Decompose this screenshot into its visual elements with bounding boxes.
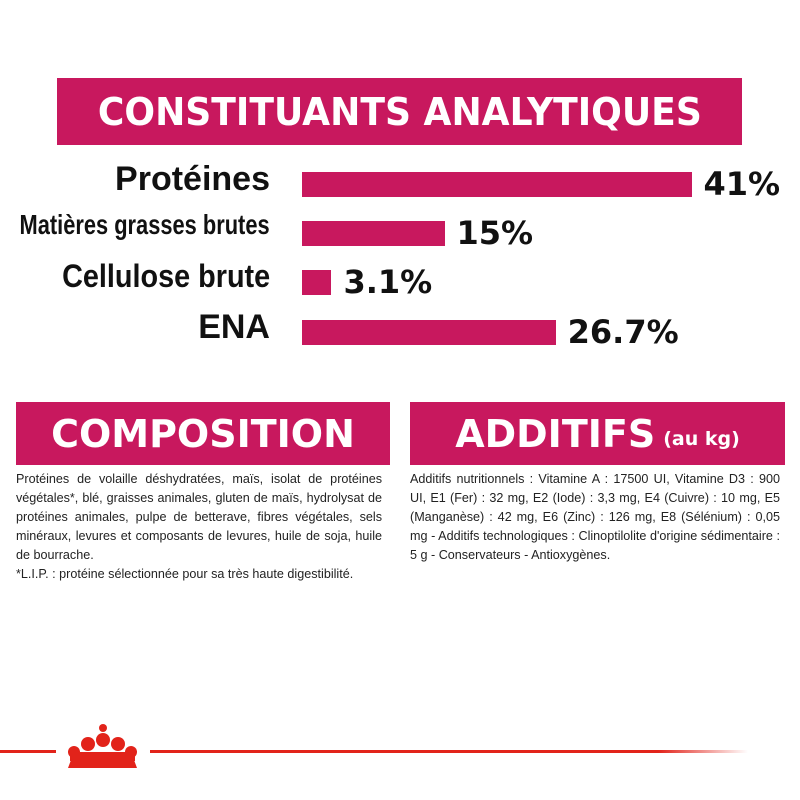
nutrient-value: 3.1% — [343, 263, 433, 301]
nutrient-label: ENA — [198, 308, 270, 346]
additives-title: ADDITIFS — [455, 411, 656, 456]
nutrient-label: Protéines — [115, 160, 270, 198]
composition-paragraph: Protéines de volaille déshydratées, maïs… — [16, 472, 382, 562]
footer-line-right — [150, 750, 748, 753]
nutrient-bar — [302, 320, 556, 345]
composition-note: *L.I.P. : protéine sélectionnée pour sa … — [16, 567, 354, 581]
composition-text: Protéines de volaille déshydratées, maïs… — [16, 470, 382, 584]
analytics-title: CONSTITUANTS ANALYTIQUES — [97, 89, 702, 134]
nutrient-value: 15% — [456, 214, 534, 252]
additives-paragraph: Additifs nutritionnels : Vitamine A : 17… — [410, 472, 780, 562]
nutrient-label: Cellulose brute — [61, 258, 270, 294]
nutrient-bar — [302, 172, 692, 197]
crown-logo — [68, 724, 137, 768]
composition-title: COMPOSITION — [51, 411, 355, 456]
nutrient-label: Matières grasses brutes — [19, 209, 270, 240]
analytics-banner: CONSTITUANTS ANALYTIQUES — [57, 78, 742, 145]
nutrient-value: 26.7% — [567, 313, 679, 351]
nutrient-value: 41% — [703, 165, 781, 203]
footer-line-left — [0, 750, 56, 753]
nutrient-bar — [302, 270, 332, 295]
additives-banner: ADDITIFS (au kg) — [410, 402, 785, 465]
additives-subtitle: (au kg) — [663, 427, 740, 450]
composition-banner: COMPOSITION — [16, 402, 390, 465]
additives-text: Additifs nutritionnels : Vitamine A : 17… — [410, 470, 780, 565]
nutrient-bar — [302, 221, 445, 246]
